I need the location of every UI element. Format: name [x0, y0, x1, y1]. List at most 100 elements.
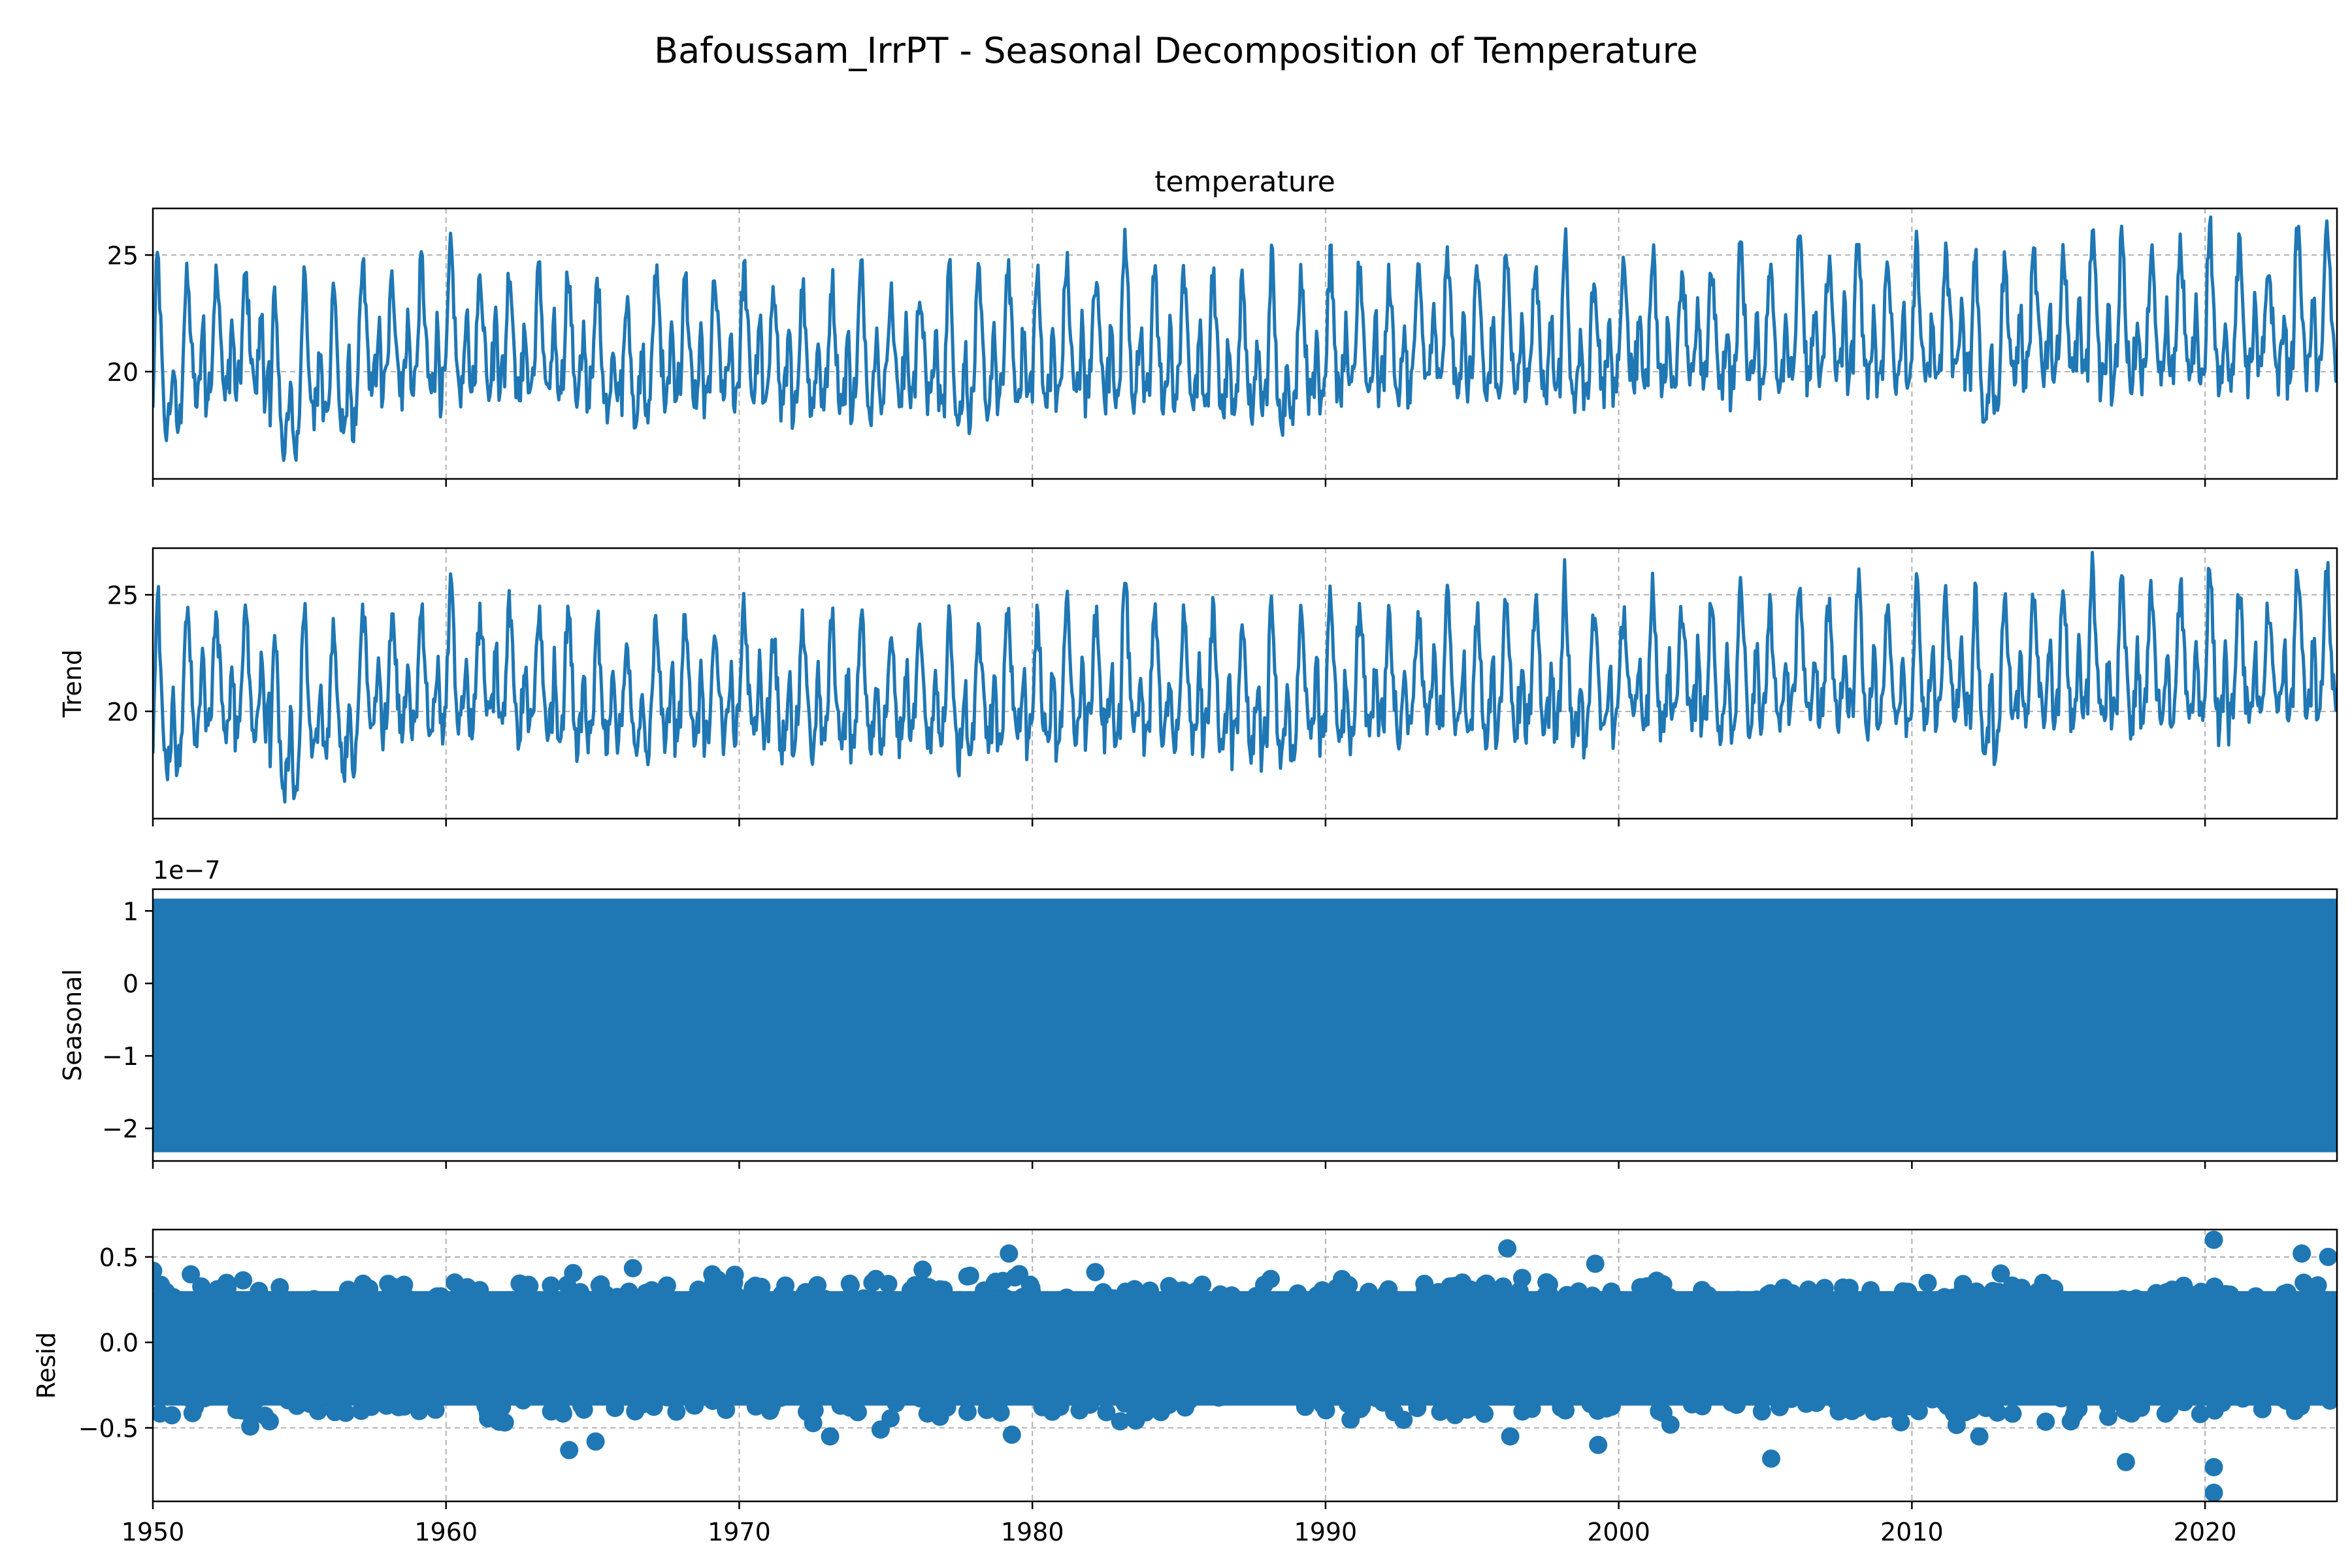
resid-point — [1097, 1403, 1116, 1422]
resid-point — [1316, 1401, 1335, 1420]
x-tick-label: 1950 — [122, 1518, 185, 1546]
resid-point — [626, 1402, 645, 1421]
resid-point — [2285, 1401, 2304, 1420]
resid-point — [2099, 1407, 2117, 1426]
resid-point — [2003, 1404, 2022, 1423]
plot-area — [153, 551, 2337, 804]
plot-area — [153, 1230, 2337, 1501]
resid-point — [866, 1269, 885, 1288]
resid-outlier — [1970, 1427, 1989, 1446]
resid-point — [182, 1265, 201, 1284]
resid-outlier — [2319, 1247, 2337, 1266]
resid-point — [410, 1401, 429, 1420]
resid-point — [1637, 1277, 1656, 1296]
resid-point — [1021, 1275, 1039, 1294]
axes-frame — [152, 1228, 2338, 1503]
resid-point — [1445, 1277, 1464, 1296]
panel-title: temperature — [1154, 165, 1335, 199]
resid-point — [1477, 1274, 1496, 1293]
x-tick-label: 2010 — [1880, 1518, 1944, 1546]
resid-point — [805, 1401, 824, 1420]
panel-trend: 20 25 Trend — [58, 547, 2338, 826]
resid-point — [704, 1273, 723, 1292]
resid-point — [1447, 1403, 1466, 1422]
resid-point — [234, 1271, 253, 1290]
y-tick-label: 20 — [107, 358, 139, 387]
resid-point — [986, 1272, 1005, 1291]
resid-outlier — [1498, 1239, 1517, 1258]
resid-point — [1341, 1410, 1360, 1429]
axes-frame — [152, 888, 2338, 1162]
resid-point — [1385, 1403, 1403, 1422]
figure-title: Bafoussam_IrrPT - Seasonal Decomposition… — [654, 30, 1698, 71]
resid-point — [1650, 1401, 1669, 1420]
resid-point — [1043, 1402, 1062, 1421]
resid-point — [243, 1401, 262, 1420]
resid-outlier — [2293, 1244, 2311, 1263]
x-tick-label: 1970 — [708, 1518, 771, 1546]
resid-point — [1431, 1402, 1450, 1421]
panel-temperature: 20 25 temperature — [107, 165, 2338, 487]
resid-outlier — [1002, 1425, 1021, 1444]
resid-point — [495, 1413, 514, 1432]
resid-point — [308, 1401, 327, 1420]
resid-outlier — [586, 1432, 605, 1451]
x-tick-label: 2020 — [2174, 1518, 2237, 1546]
y-axis-label: Trend — [58, 649, 87, 718]
y-tick-label: −2 — [102, 1115, 139, 1143]
resid-outlier — [1586, 1254, 1605, 1273]
resid-point — [153, 1262, 163, 1281]
seasonal-band — [153, 898, 2337, 1152]
resid-point — [958, 1267, 977, 1286]
x-tick-label: 2000 — [1587, 1518, 1650, 1546]
resid-outlier — [1501, 1427, 1520, 1446]
x-tick-label: 1960 — [414, 1518, 478, 1546]
resid-point — [1654, 1275, 1673, 1294]
resid-point — [542, 1276, 561, 1295]
resid-outlier — [2204, 1230, 2223, 1249]
resid-core — [153, 1291, 2337, 1406]
resid-point — [478, 1403, 497, 1422]
resid-point — [1661, 1415, 1680, 1434]
offset-label: 1e−7 — [153, 856, 221, 885]
y-axis-label: Seasonal — [58, 969, 87, 1081]
x-tick-label: 1980 — [1001, 1518, 1064, 1546]
resid-point — [871, 1420, 890, 1439]
axes-frame — [152, 207, 2338, 480]
resid-point — [849, 1403, 867, 1422]
y-tick-label: 25 — [107, 241, 139, 270]
resid-outlier — [2116, 1452, 2135, 1471]
resid-point — [336, 1403, 355, 1422]
y-axis-label: Resid — [32, 1332, 61, 1399]
resid-point — [153, 1404, 169, 1423]
resid-point — [2065, 1405, 2083, 1424]
y-tick-label: 20 — [107, 698, 139, 727]
panel-seasonal: −2 −1 0 1 Seasonal 1e−7 — [58, 856, 2338, 1169]
resid-point — [2156, 1404, 2175, 1423]
resid-point — [958, 1403, 977, 1422]
resid-point — [564, 1264, 583, 1282]
plot-area — [153, 898, 2337, 1152]
y-tick-label: −0.5 — [78, 1414, 139, 1443]
resid-point — [2308, 1276, 2327, 1295]
resid-point — [519, 1275, 538, 1294]
plot-area — [153, 215, 2337, 462]
resid-outlier — [560, 1441, 579, 1460]
resid-point — [623, 1259, 642, 1278]
resid-point — [1111, 1412, 1130, 1431]
resid-point — [1953, 1275, 1972, 1294]
resid-point — [2036, 1413, 2055, 1431]
x-tick-label: 1990 — [1294, 1518, 1358, 1546]
y-tick-label: 0.0 — [99, 1329, 139, 1358]
resid-point — [2115, 1401, 2134, 1420]
resid-point — [746, 1277, 765, 1295]
resid-point — [841, 1276, 860, 1295]
resid-outlier — [2204, 1458, 2223, 1477]
resid-point — [657, 1276, 676, 1295]
panel-resid: −0.5 0.0 0.5 1950 1960 1970 1980 1990 2000 2010 20… — [32, 1228, 2338, 1546]
resid-point — [725, 1266, 744, 1284]
y-tick-label: 25 — [107, 581, 139, 610]
resid-point — [1918, 1273, 1937, 1292]
resid-point — [1829, 1402, 1848, 1421]
resid-outlier — [2204, 1483, 2223, 1501]
